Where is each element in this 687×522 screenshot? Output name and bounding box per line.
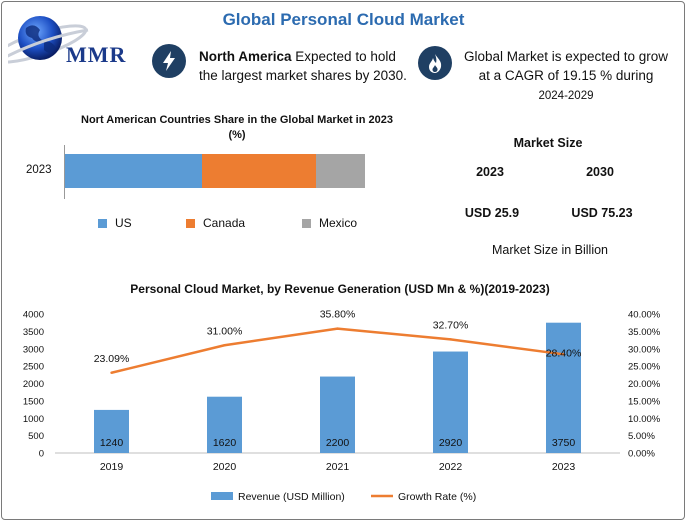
legend-label: US: [115, 216, 132, 230]
region-name: North America: [199, 49, 292, 64]
y-left-tick-label: 500: [28, 431, 44, 442]
x-tick-label: 2020: [213, 461, 237, 473]
y-right-tick-label: 35.00%: [628, 327, 661, 338]
north-america-statement: North America Expected to hold the large…: [199, 47, 409, 85]
legend-label: Canada: [203, 216, 246, 230]
growth-rate-point: [449, 338, 452, 341]
share-segment-canada: [201, 154, 316, 188]
legend-swatch: [302, 218, 311, 228]
growth-rate-point: [110, 371, 113, 374]
market-size-year-2030: 2030: [586, 165, 614, 179]
market-size-value-2030: USD 75.23: [571, 206, 633, 220]
cagr-period: 2024-2029: [538, 90, 594, 102]
revenue-bar-label: 2920: [439, 437, 463, 449]
legend-item-mexico: Mexico: [302, 216, 357, 230]
logo-wordmark: MMR: [66, 42, 127, 67]
cagr-text: Global Market is expected to grow at a C…: [463, 49, 669, 83]
y-left-tick-label: 2000: [23, 379, 44, 390]
x-tick-label: 2023: [552, 461, 576, 473]
legend-label: Mexico: [319, 216, 358, 230]
y-right-tick-label: 15.00%: [628, 396, 661, 407]
legend-item-us: US: [98, 216, 132, 230]
share-segment-mexico: [315, 154, 365, 188]
y-right-tick-label: 0.00%: [628, 449, 655, 460]
y-left-tick-label: 1500: [23, 396, 44, 407]
market-size-year-2023: 2023: [476, 165, 504, 179]
y-right-tick-label: 25.00%: [628, 362, 661, 373]
legend-revenue-label: Revenue (USD Million): [238, 491, 345, 503]
revenue-bar-label: 1240: [100, 437, 124, 449]
growth-rate-point: [336, 327, 339, 330]
revenue-bar-label: 2200: [326, 437, 350, 449]
share-year-label: 2023: [26, 164, 52, 176]
legend-growth-label: Growth Rate (%): [398, 491, 476, 503]
revenue-bar: [320, 376, 355, 453]
growth-rate-label: 32.70%: [433, 319, 469, 331]
x-tick-label: 2022: [439, 461, 463, 473]
y-left-tick-label: 3000: [23, 344, 44, 355]
share-axis-line: [64, 145, 65, 199]
y-left-tick-label: 0: [39, 449, 44, 460]
revenue-bar: [94, 409, 129, 453]
revenue-bar: [546, 322, 581, 453]
y-right-tick-label: 40.00%: [628, 310, 661, 321]
growth-rate-label: 31.00%: [207, 325, 243, 337]
page-title: Global Personal Cloud Market: [222, 10, 465, 29]
legend-item-canada: Canada: [186, 216, 245, 230]
y-right-tick-label: 30.00%: [628, 344, 661, 355]
flame-icon: [418, 46, 452, 80]
market-size-heading: Market Size: [513, 136, 583, 150]
y-left-tick-label: 4000: [23, 310, 44, 321]
y-left-tick-label: 2500: [23, 362, 44, 373]
growth-rate-label: 28.40%: [546, 347, 582, 359]
lightning-icon: [152, 44, 186, 78]
revenue-bar-label: 3750: [552, 437, 576, 449]
legend-swatch: [186, 218, 195, 228]
y-right-tick-label: 20.00%: [628, 379, 661, 390]
revenue-bar: [433, 351, 468, 453]
y-left-tick-label: 1000: [23, 414, 44, 425]
legend-revenue-swatch: [211, 492, 233, 500]
growth-rate-label: 23.09%: [94, 353, 130, 365]
growth-rate-label: 35.80%: [320, 309, 356, 321]
growth-rate-point: [562, 353, 565, 356]
share-segment-us: [65, 154, 202, 188]
growth-rate-point: [223, 344, 226, 347]
y-right-tick-label: 5.00%: [628, 431, 655, 442]
region-statement: Expected to hold the largest market shar…: [199, 49, 407, 83]
market-size-value-2023: USD 25.9: [464, 206, 520, 220]
cagr-statement: Global Market is expected to grow at a C…: [462, 47, 670, 106]
x-tick-label: 2019: [100, 461, 124, 473]
y-left-tick-label: 3500: [23, 327, 44, 338]
share-chart-title: Nort American Countries Share in the Glo…: [81, 114, 393, 141]
revenue-bar: [207, 396, 242, 453]
y-right-tick-label: 10.00%: [628, 414, 661, 425]
legend-swatch: [98, 218, 107, 228]
revenue-growth-chart: 0 500 1000 1500 2000 2500 3000 3500 4000 0.00% 5.0…: [23, 309, 661, 503]
x-tick-label: 2021: [326, 461, 350, 473]
market-size-note: Market Size in Billion: [491, 243, 608, 257]
revenue-bar-label: 1620: [213, 437, 237, 449]
revenue-chart-title: Personal Cloud Market, by Revenue Genera…: [130, 282, 550, 296]
growth-rate-line: [111, 327, 564, 374]
